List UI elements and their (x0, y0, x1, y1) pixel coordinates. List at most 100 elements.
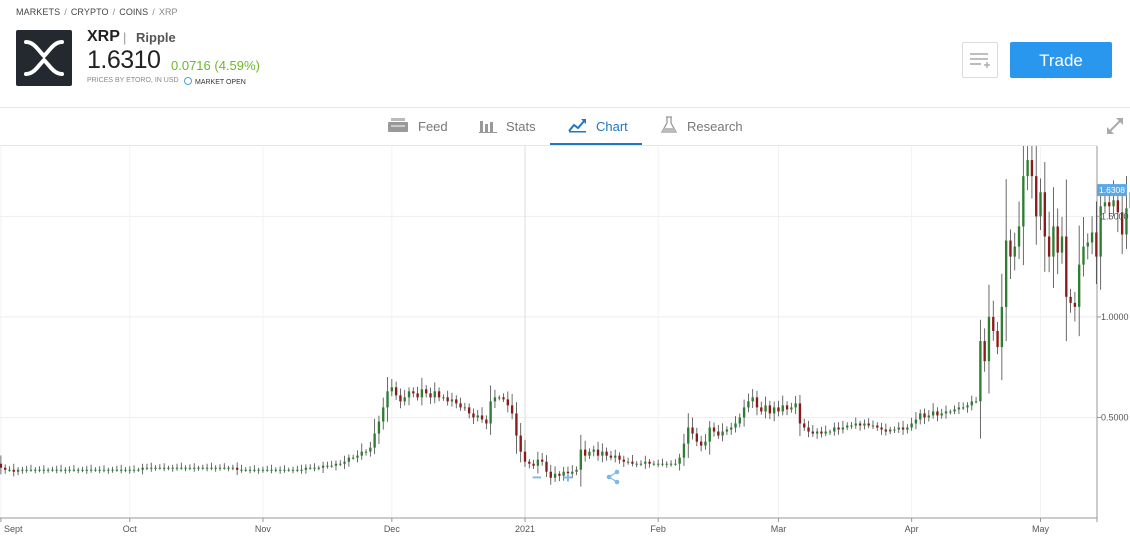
candle-body (416, 393, 419, 398)
candle-body (695, 433, 699, 442)
candle-body (257, 469, 260, 471)
candle-body (296, 469, 299, 471)
candle-body (463, 407, 467, 409)
candle-body (510, 405, 514, 414)
candle-body (798, 403, 802, 424)
candle-body (459, 403, 462, 408)
candle-body (429, 393, 432, 398)
candle-body (111, 469, 114, 471)
breadcrumb-coins[interactable]: COINS (119, 7, 149, 17)
zoom-out-icon[interactable]: − (532, 468, 542, 487)
candle-body (124, 469, 127, 471)
breadcrumb-current: XRP (158, 7, 178, 17)
candle-body (390, 387, 394, 392)
watchlist-button[interactable] (962, 42, 998, 78)
candle-body (98, 469, 101, 471)
candle-body (433, 391, 436, 398)
candle-body (674, 463, 677, 465)
candle-body (867, 423, 870, 426)
candle-body (89, 469, 93, 471)
tab-research[interactable]: Research (660, 108, 743, 144)
candle-body (738, 417, 741, 424)
chart-zoom-controls: − + (528, 469, 628, 489)
candle-body (541, 459, 544, 462)
candle-body (1035, 176, 1038, 217)
candle-body (648, 461, 651, 464)
candle-body (386, 391, 389, 408)
candle-body (712, 427, 716, 432)
candle-body (974, 401, 978, 403)
tab-stats[interactable]: Stats (479, 108, 536, 144)
candle-body (291, 469, 295, 471)
candle-body (450, 399, 454, 402)
trade-button[interactable]: Trade (1010, 42, 1112, 78)
candle-body (377, 421, 381, 434)
candle-body (339, 463, 342, 465)
candle-body (841, 427, 845, 430)
candle-body (1095, 232, 1098, 257)
candle-body (102, 469, 106, 471)
candle-body (721, 431, 724, 436)
tab-feed[interactable]: Feed (387, 108, 448, 144)
zoom-in-icon[interactable]: + (563, 468, 573, 487)
candle-body (283, 469, 286, 471)
candle-body (1013, 246, 1016, 257)
candle-body (4, 467, 7, 470)
breadcrumb-crypto[interactable]: CRYPTO (70, 7, 109, 17)
breadcrumb-markets[interactable]: MARKETS (16, 7, 61, 17)
candle-body (914, 419, 918, 424)
candle-body (523, 451, 527, 462)
candle-body (850, 425, 853, 427)
candle-body (1000, 306, 1004, 348)
candle-body (987, 316, 991, 362)
last-price-tag (1097, 184, 1127, 197)
candle-body (356, 455, 359, 458)
candle-body (261, 469, 265, 471)
x-tick-label: 2021 (515, 524, 535, 534)
candle-body (154, 467, 157, 469)
fullscreen-expand-icon[interactable] (1106, 117, 1124, 140)
candle-body (682, 443, 686, 458)
candle-body (1047, 236, 1051, 257)
candle-body (923, 413, 926, 418)
candle-body (128, 469, 131, 471)
candle-body (287, 469, 290, 471)
x-tick-label: Mar (771, 524, 787, 534)
instrument-name: Ripple (136, 30, 176, 45)
tab-research-label: Research (687, 118, 743, 134)
feed-icon (387, 117, 409, 136)
candle-body (665, 463, 668, 465)
candle-body (901, 427, 905, 430)
header-divider (0, 107, 1130, 108)
candle-body (717, 431, 720, 436)
candle-body (811, 431, 815, 434)
share-icon[interactable] (606, 469, 620, 489)
y-tick-label: 1.5000 (1101, 211, 1129, 221)
candlestick-chart[interactable]: Sept Oct Nov Dec 2021 Feb Mar Apr May 0.5000 1.000… (0, 146, 1130, 536)
candle-body (317, 467, 320, 469)
tab-chart[interactable]: Chart (568, 108, 628, 144)
candle-body (781, 405, 784, 412)
active-tab-indicator (550, 143, 642, 145)
candle-body (8, 469, 11, 471)
price-chart[interactable]: Sept Oct Nov Dec 2021 Feb Mar Apr May 0.5000 1.000… (0, 146, 1130, 536)
candle-body (205, 467, 209, 469)
candle-body (218, 467, 222, 469)
candle-body (747, 401, 750, 408)
candle-body (618, 455, 621, 460)
candle-body (644, 461, 647, 464)
candle-body (506, 399, 509, 406)
candle-body (132, 469, 136, 471)
stats-icon (479, 117, 497, 136)
candle-body (884, 429, 888, 432)
candle-body (575, 469, 578, 472)
candle-body (626, 461, 630, 463)
candle-body (46, 469, 50, 471)
candle-body (1073, 302, 1077, 307)
candle-body (244, 469, 247, 471)
candle-body (1086, 242, 1089, 247)
candle-body (953, 409, 956, 412)
candle-body (605, 451, 608, 456)
candle-body (820, 431, 823, 434)
candle-body (188, 467, 192, 469)
